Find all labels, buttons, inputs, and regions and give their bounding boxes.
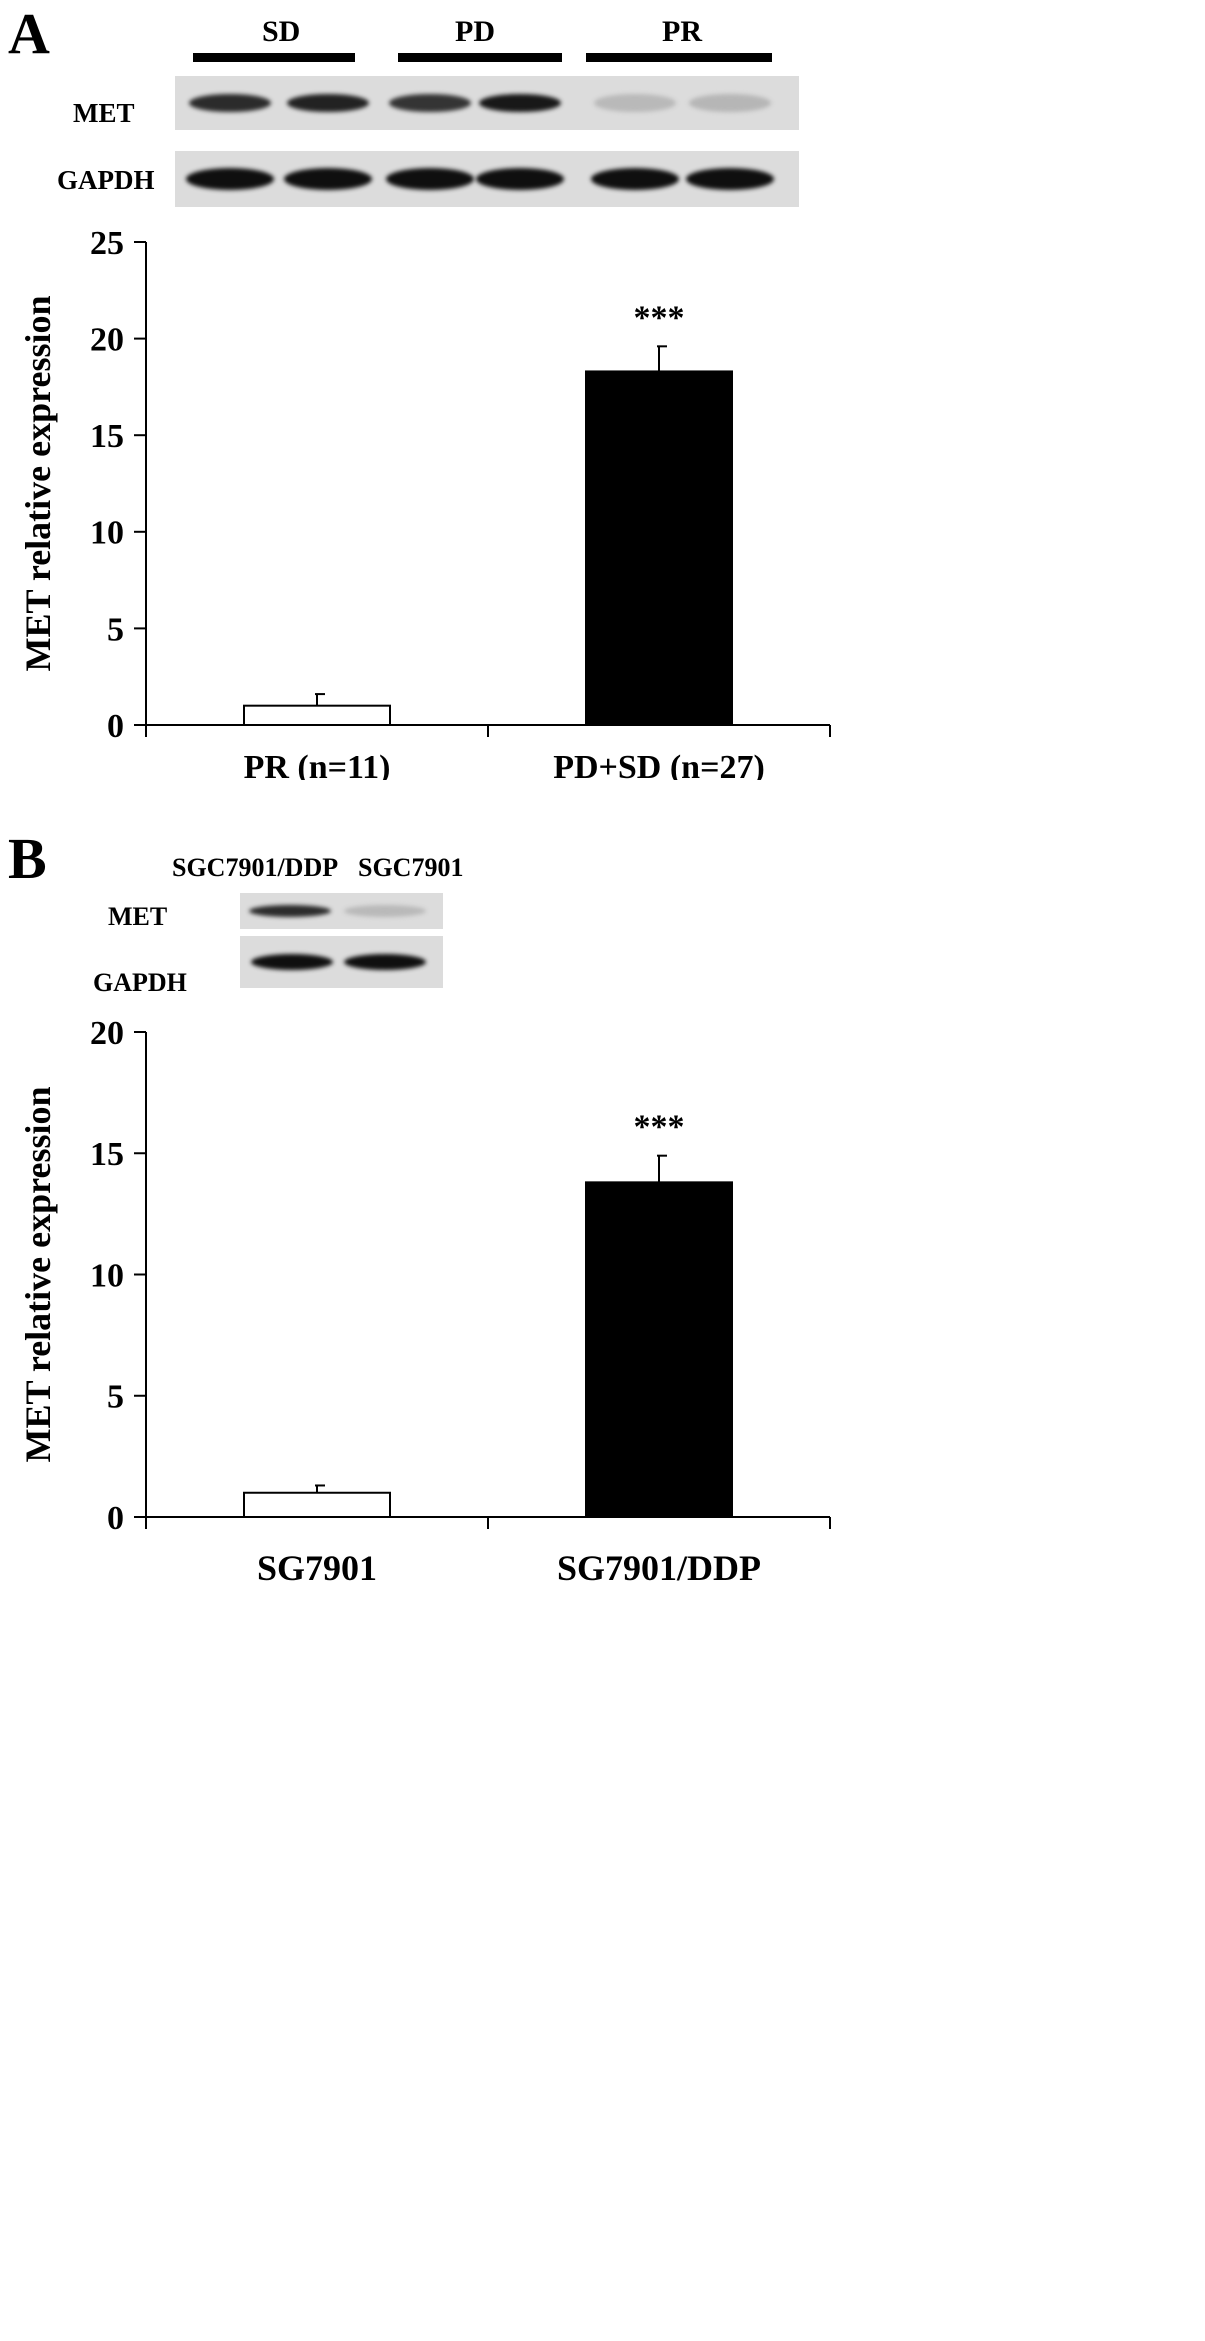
blot-row-label-gapdh-b: GAPDH [93,968,187,997]
chart-a-category-label-2: PD+SD (n=27) [553,749,765,780]
gapdh-a-band-6 [686,168,774,190]
bar-chart-b: 0 5 10 15 20 SG7901 *** SG7901/DDP MET relative … [18,1020,831,1588]
chart-b-category-label-2: SG7901/DDP [557,1548,761,1588]
group-bar-sd [193,53,355,62]
chart-a-y-axis-label: MET relative expression [18,296,58,672]
group-bar-pr [586,53,772,62]
lane-label-sgc7901-ddp: SGC7901/DDP [172,853,339,882]
gapdh-a-band-1 [186,168,274,190]
chart-b-bar-1 [243,1491,391,1518]
blot-row-label-met: MET [73,98,135,128]
met-a-band-3 [389,94,471,112]
met-a-band-6 [689,94,771,112]
chart-a-significance-2: *** [634,299,685,336]
western-blot-gapdh-panel-b [240,936,443,988]
blot-row-label-gapdh: GAPDH [57,165,155,195]
chart-b-bar-2 [585,1181,733,1518]
chart-b-significance-2: *** [634,1109,685,1146]
chart-a-ytick-label: 5 [107,611,124,648]
western-blot-met-panel-a [175,76,799,130]
gapdh-a-band-4 [476,168,564,190]
chart-a-ytick-label: 10 [90,515,124,552]
chart-a-ytick-label: 15 [90,418,124,455]
gapdh-b-band-2 [344,954,426,970]
group-label-sd: SD [262,15,301,48]
chart-a-category-label-1: PR (n=11) [244,749,391,780]
chart-b-ytick-label: 0 [107,1500,124,1537]
bar-chart-a: 0 5 10 15 20 25 PR (n=11) *** PD+SD (n=27) MET re… [18,225,831,780]
gapdh-b-band-1 [251,954,333,970]
chart-b-y-axis-label: MET relative expression [18,1087,58,1463]
panel-a-letter: A [8,1,50,66]
gapdh-a-band-2 [284,168,372,190]
met-a-band-2 [287,94,369,112]
chart-b-ytick-label: 20 [90,1020,124,1052]
group-bar-pd [398,53,562,62]
met-a-band-4 [479,94,561,112]
western-blot-gapdh-panel-a [175,151,799,207]
chart-a-ytick-label: 20 [90,322,124,359]
chart-a-bar-1 [243,704,391,726]
met-a-band-5 [594,94,676,112]
chart-a-ytick-label: 25 [90,225,124,262]
lane-label-sgc7901: SGC7901 [358,853,464,882]
chart-a-ytick-label: 0 [107,708,124,745]
panel-b-letter: B [8,826,47,891]
met-b-band-1 [249,905,331,917]
chart-b-ytick-label: 5 [107,1379,124,1416]
chart-b-ytick-label: 10 [90,1257,124,1294]
gapdh-a-band-5 [591,168,679,190]
chart-a-bar-2 [585,370,733,726]
met-a-band-1 [189,94,271,112]
western-blot-met-panel-b [240,893,443,929]
gapdh-a-band-3 [386,168,474,190]
met-b-band-2 [344,905,426,917]
group-label-pd: PD [455,15,495,48]
chart-b-category-label-1: SG7901 [257,1548,377,1588]
blot-row-label-met-b: MET [108,902,168,931]
group-label-pr: PR [662,15,702,48]
chart-b-ytick-label: 15 [90,1136,124,1173]
